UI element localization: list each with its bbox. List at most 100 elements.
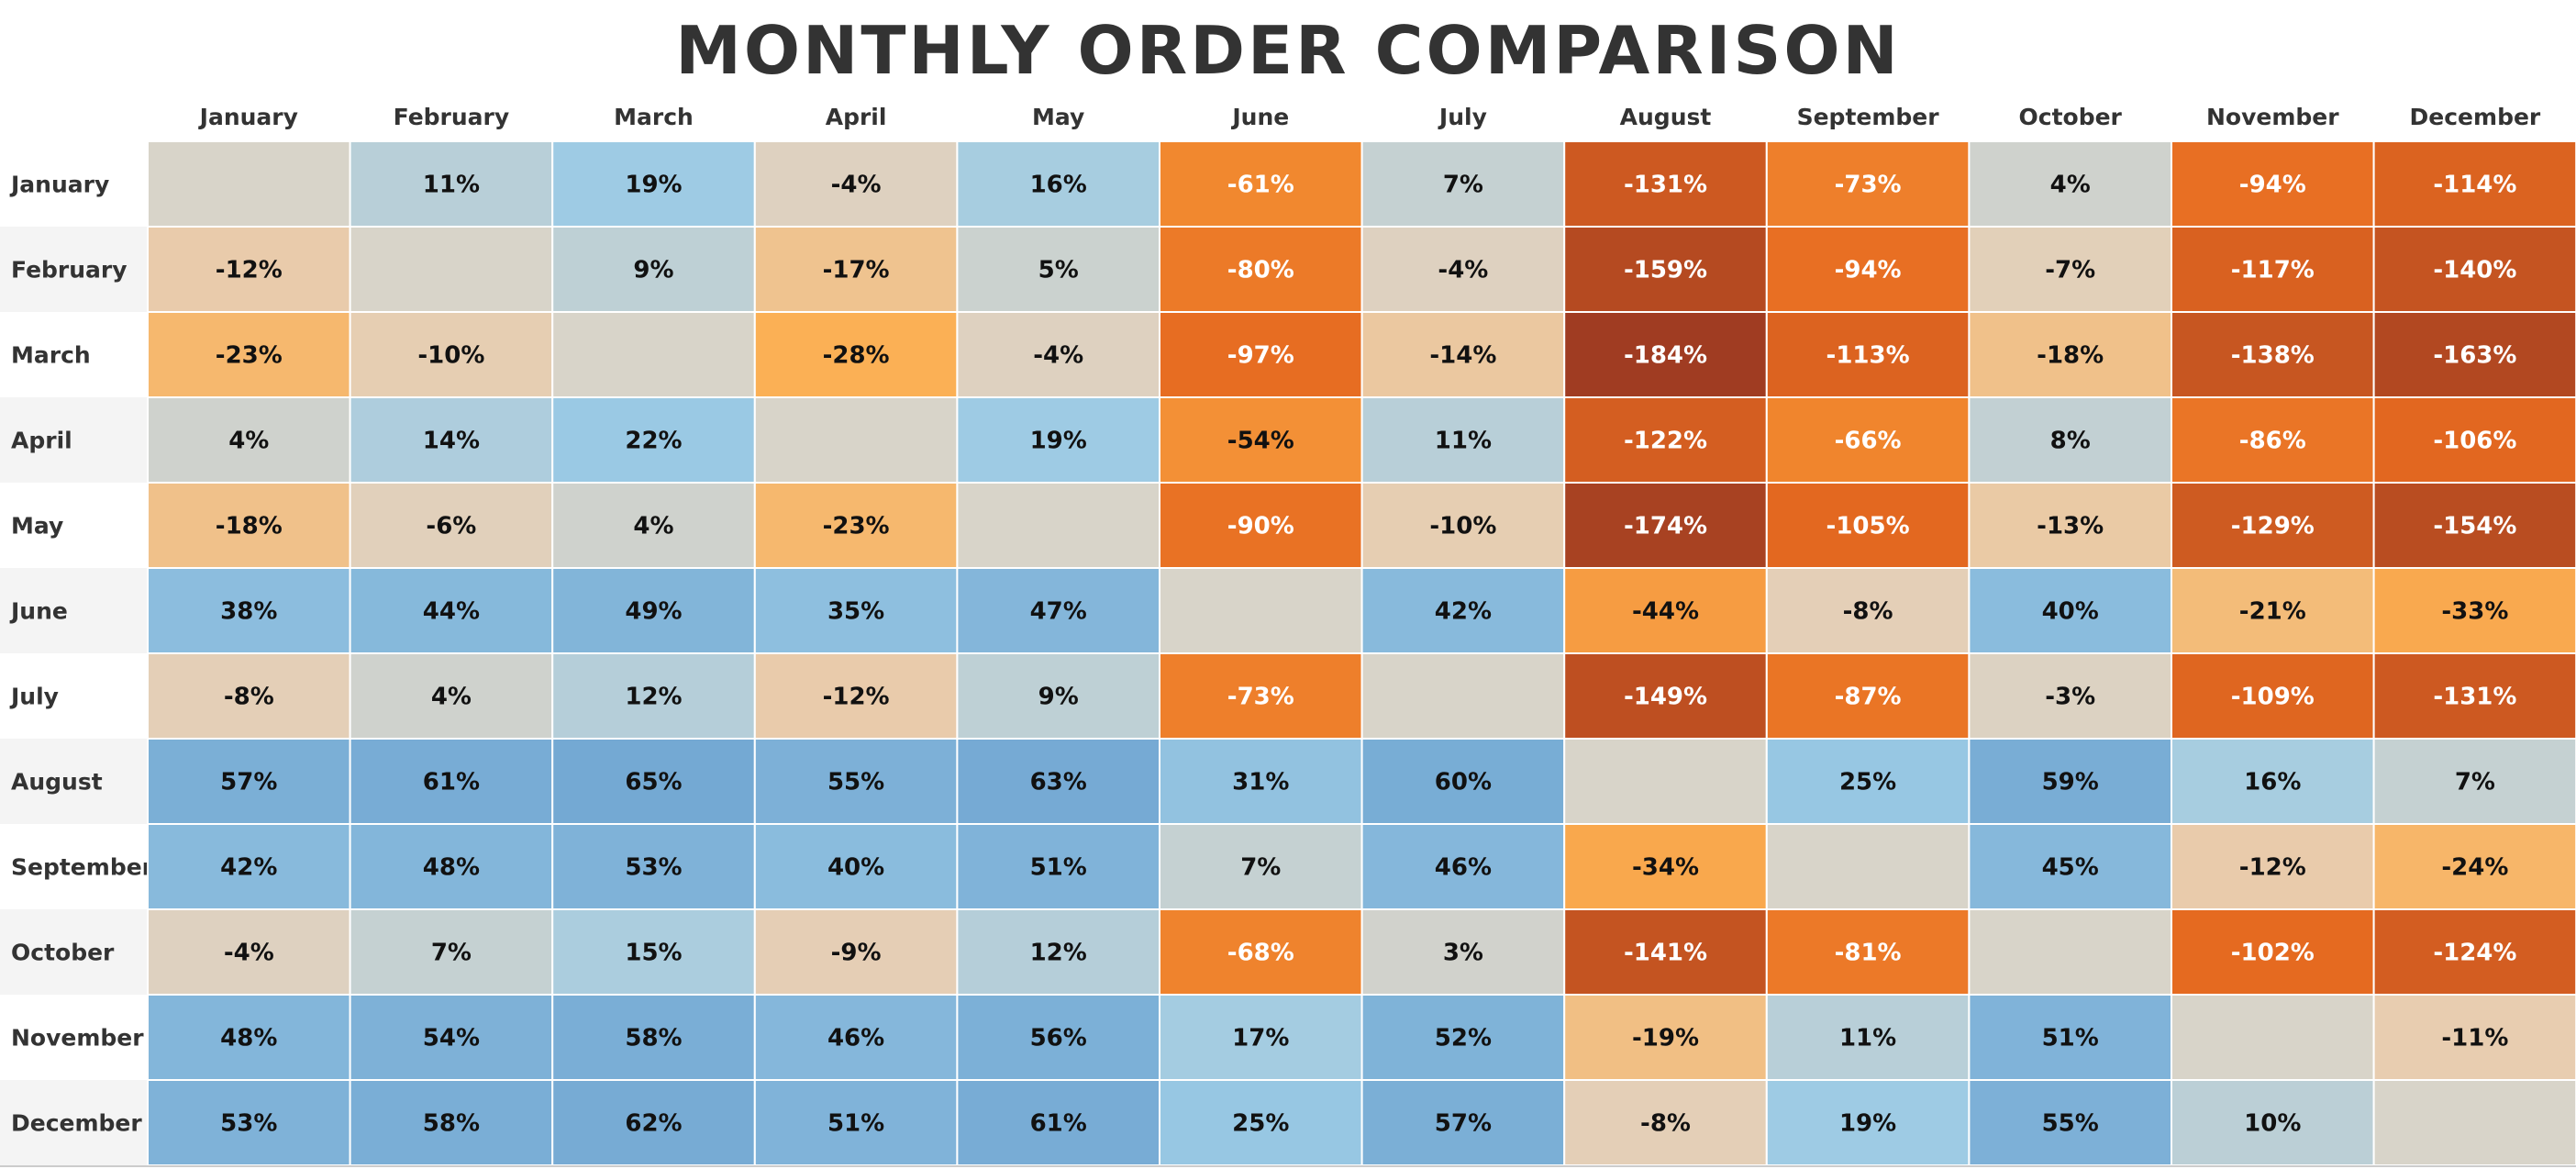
column-label-september: September xyxy=(1797,104,1940,130)
column-label-february: February xyxy=(394,104,510,130)
heatmap-cell-november-october xyxy=(1968,994,2172,1081)
heatmap-cell-march-june xyxy=(1159,311,1363,398)
row-label-june: June xyxy=(9,598,68,625)
cell-value-label: -8% xyxy=(1640,1110,1691,1138)
heatmap-cell-march-march xyxy=(551,311,756,398)
heatmap-cell-february-may xyxy=(956,226,1161,313)
cell-value-label: 9% xyxy=(633,257,673,284)
cell-value-label: -109% xyxy=(2231,684,2315,711)
heatmap-cell-april-april xyxy=(753,396,959,484)
cell-value-label: 42% xyxy=(1435,598,1492,626)
heatmap-cell-december-june xyxy=(1159,1079,1363,1166)
heatmap-cell-december-july xyxy=(1360,1079,1566,1166)
heatmap-cell-may-december xyxy=(2372,482,2576,569)
cell-value-label: -24% xyxy=(2441,854,2508,882)
cell-value-label: 19% xyxy=(1030,428,1087,455)
cell-value-label: -94% xyxy=(2239,172,2306,199)
heatmap-cell-october-july xyxy=(1360,908,1566,996)
heatmap-cell-september-august xyxy=(1563,823,1768,910)
cell-value-label: 31% xyxy=(1232,769,1289,796)
heatmap-cell-january-january xyxy=(147,140,351,228)
heatmap-cell-november-april xyxy=(753,994,959,1081)
cell-value-label: 51% xyxy=(2042,1025,2099,1052)
column-label-august: August xyxy=(1620,104,1712,130)
heatmap-cell-august-october xyxy=(1968,738,2172,825)
column-label-july: July xyxy=(1438,104,1487,130)
heatmap-cell-march-may xyxy=(956,311,1161,398)
heatmap-cell-august-december xyxy=(2372,738,2576,825)
row-label-february: February xyxy=(11,257,128,284)
cell-value-label: -12% xyxy=(823,684,890,711)
cell-value-label: 11% xyxy=(423,172,480,199)
heatmap-cell-september-december xyxy=(2372,823,2576,910)
heatmap-cell-november-february xyxy=(349,994,554,1081)
row-label-august: August xyxy=(11,769,103,796)
cell-value-label: -7% xyxy=(2045,257,2095,284)
heatmap-cell-june-april xyxy=(753,567,959,654)
cell-value-label: -23% xyxy=(216,342,283,370)
cell-value-label: -12% xyxy=(2239,854,2306,882)
cell-value-label: -3% xyxy=(2045,684,2095,711)
cell-value-label: 4% xyxy=(633,513,673,540)
heatmap-cell-march-april xyxy=(753,311,959,398)
cell-value-label: -54% xyxy=(1227,428,1294,455)
heatmap-cell-april-march xyxy=(551,396,756,484)
heatmap-cell-july-june xyxy=(1159,652,1363,740)
row-band xyxy=(0,739,148,824)
heatmap-cell-may-november xyxy=(2171,482,2375,569)
heatmap-cell-november-november xyxy=(2171,994,2375,1081)
cell-value-label: 8% xyxy=(2050,428,2091,455)
cell-value-label: 7% xyxy=(1240,854,1281,882)
cell-value-label: 40% xyxy=(827,854,884,882)
cell-value-label: -12% xyxy=(216,257,283,284)
heatmap-cell-april-october xyxy=(1968,396,2172,484)
cell-value-label: -73% xyxy=(1227,684,1294,711)
cell-value-label: -18% xyxy=(216,513,283,540)
heatmap-cell-october-november xyxy=(2171,908,2375,996)
cell-value-label: 55% xyxy=(2042,1110,2099,1138)
cell-value-label: 53% xyxy=(220,1110,277,1138)
cell-value-label: 25% xyxy=(1839,769,1896,796)
cell-value-label: -14% xyxy=(1429,342,1496,370)
heatmap-cell-august-february xyxy=(349,738,554,825)
cell-value-label: -23% xyxy=(823,513,890,540)
cell-value-label: 46% xyxy=(1435,854,1492,882)
heatmap-cell-october-december xyxy=(2372,908,2576,996)
heatmap-cell-july-march xyxy=(551,652,756,740)
cell-value-label: 61% xyxy=(423,769,480,796)
cell-value-label: -149% xyxy=(1624,684,1707,711)
row-band xyxy=(0,227,148,312)
row-label-may: May xyxy=(11,513,63,540)
cell-value-label: 4% xyxy=(431,684,472,711)
cell-value-label: 4% xyxy=(228,428,269,455)
cell-value-label: 7% xyxy=(1443,172,1483,199)
row-label-december: December xyxy=(11,1110,142,1137)
cell-value-label: -163% xyxy=(2433,342,2516,370)
cell-value-label: 22% xyxy=(625,428,682,455)
heatmap-cell-february-february xyxy=(349,226,554,313)
heatmap-cell-january-april xyxy=(753,140,959,228)
cell-value-label: 11% xyxy=(1435,428,1492,455)
cell-value-label: -11% xyxy=(2441,1025,2508,1052)
cell-value-label: 44% xyxy=(423,598,480,626)
column-label-march: March xyxy=(614,104,694,130)
heatmap-cell-april-december xyxy=(2372,396,2576,484)
cell-value-label: 55% xyxy=(827,769,884,796)
cell-value-label: -113% xyxy=(1827,342,1910,370)
cell-value-label: -105% xyxy=(1827,513,1910,540)
row-label-march: March xyxy=(11,342,91,369)
heatmap-cell-january-may xyxy=(956,140,1161,228)
cell-value-label: 16% xyxy=(2244,769,2301,796)
heatmap-cell-september-june xyxy=(1159,823,1363,910)
cell-value-label: 19% xyxy=(625,172,682,199)
cell-value-label: -114% xyxy=(2433,172,2516,199)
cell-value-label: 65% xyxy=(625,769,682,796)
cell-value-label: -73% xyxy=(1835,172,1902,199)
heatmap-cell-may-april xyxy=(753,482,959,569)
heatmap-cell-december-may xyxy=(956,1079,1161,1166)
heatmap-cell-september-january xyxy=(147,823,351,910)
cell-value-label: 48% xyxy=(220,1025,277,1052)
heatmap-cell-july-november xyxy=(2171,652,2375,740)
cell-value-label: -44% xyxy=(1632,598,1699,626)
heatmap-cell-april-june xyxy=(1159,396,1363,484)
